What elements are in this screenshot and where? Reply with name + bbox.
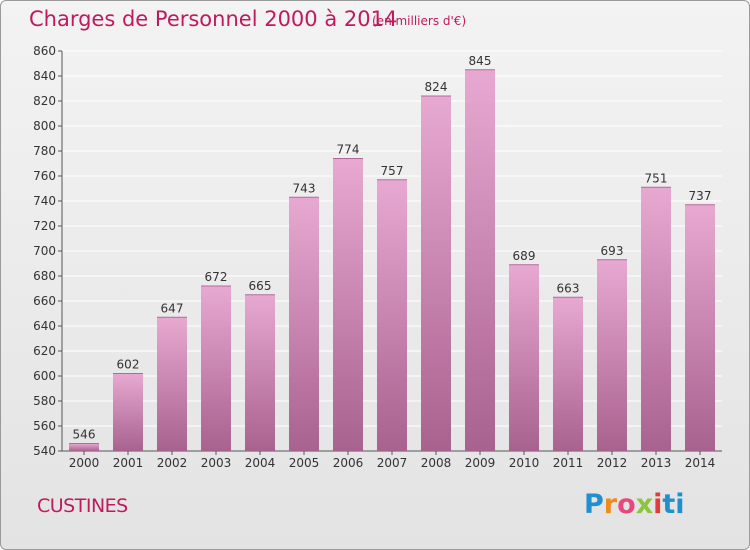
bar (421, 96, 451, 451)
y-tick-label: 740 (33, 194, 56, 208)
x-tick-label: 2012 (597, 456, 628, 470)
data-label: 751 (645, 171, 668, 185)
x-tick-label: 2002 (157, 456, 188, 470)
x-tick-labels: 2000 2001 2002 2003 2004 2005 2006 2007 2008 2009… (69, 456, 716, 470)
y-tick-label: 660 (33, 294, 56, 308)
bar (289, 197, 319, 451)
y-tick-label: 860 (33, 44, 56, 58)
y-tick-label: 600 (33, 369, 56, 383)
logo-letter: i (675, 489, 685, 520)
y-tick-label: 780 (33, 144, 56, 158)
bar (333, 158, 363, 451)
y-tick-label: 620 (33, 344, 56, 358)
data-label: 737 (689, 189, 712, 203)
data-label: 647 (161, 301, 184, 315)
data-label: 602 (117, 358, 140, 372)
y-tick-label: 700 (33, 244, 56, 258)
x-tick-label: 2005 (289, 456, 320, 470)
data-label: 757 (381, 164, 404, 178)
x-tick-label: 2010 (509, 456, 540, 470)
bar (465, 69, 495, 451)
bar (157, 317, 187, 451)
y-tick-label: 840 (33, 69, 56, 83)
data-label: 693 (601, 244, 624, 258)
data-label: 845 (469, 54, 492, 68)
x-tick-label: 2014 (685, 456, 716, 470)
y-tick-label: 800 (33, 119, 56, 133)
logo-letter: x (635, 489, 654, 520)
bar (201, 286, 231, 451)
proxiti-logo: Proxiti (584, 489, 685, 520)
bar (245, 294, 275, 451)
logo-letter: o (617, 489, 636, 520)
data-label: 546 (73, 428, 96, 442)
bar (641, 187, 671, 451)
commune-name: CUSTINES (37, 495, 128, 517)
x-tick-label: 2007 (377, 456, 408, 470)
value-labels: 546 602 647 672 665 743 774 757 824 845 689 663 693 7… (73, 54, 712, 442)
bar (69, 443, 99, 451)
data-label: 672 (205, 270, 228, 284)
data-label: 774 (337, 143, 360, 157)
y-tick-label: 640 (33, 319, 56, 333)
x-tick-label: 2000 (69, 456, 100, 470)
logo-letter: r (603, 489, 618, 520)
logo-letter: P (584, 489, 604, 520)
chart-subtitle: (en milliers d'€) (372, 14, 467, 28)
bar (509, 264, 539, 451)
data-label: 824 (425, 80, 448, 94)
x-tick-label: 2008 (421, 456, 452, 470)
y-tick-label: 760 (33, 169, 56, 183)
logo-letter: t (662, 489, 676, 520)
y-tick-label: 540 (33, 444, 56, 458)
y-tick-labels: 540 560 580 600 620 640 660 680 700 720 740 760 780 8… (33, 44, 56, 458)
bar (113, 373, 143, 451)
x-tick-label: 2003 (201, 456, 232, 470)
data-label: 663 (557, 281, 580, 295)
y-tick-label: 820 (33, 94, 56, 108)
data-label: 689 (513, 249, 536, 263)
bar (553, 297, 583, 451)
bar (377, 179, 407, 451)
bar (597, 259, 627, 451)
logo-letter: i (653, 489, 663, 520)
y-tick-label: 680 (33, 269, 56, 283)
y-tick-label: 560 (33, 419, 56, 433)
x-tick-label: 2001 (113, 456, 144, 470)
bar (685, 204, 715, 451)
data-label: 665 (249, 279, 272, 293)
chart-title: Charges de Personnel 2000 à 2014 (29, 7, 398, 31)
x-tick-label: 2004 (245, 456, 276, 470)
bars (69, 69, 715, 451)
x-tick-label: 2009 (465, 456, 496, 470)
y-tick-label: 720 (33, 219, 56, 233)
x-tick-label: 2011 (553, 456, 584, 470)
x-tick-label: 2006 (333, 456, 364, 470)
x-tick-label: 2013 (641, 456, 672, 470)
data-label: 743 (293, 181, 316, 195)
y-tick-label: 580 (33, 394, 56, 408)
